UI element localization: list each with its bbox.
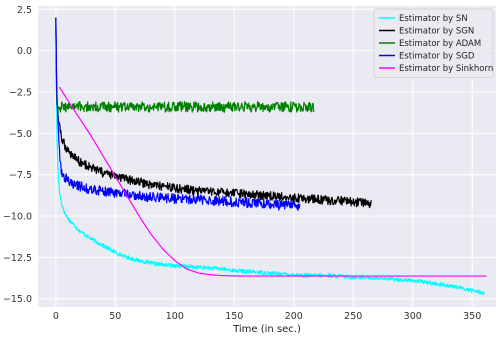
legend: Estimator by SN Estimator by SGN Estimator… [373,8,494,78]
legend-box [373,8,494,78]
x-tick-label: 250 [344,311,362,322]
series-line-estimator-by-sn [55,17,485,296]
legend-entry: Estimator by SGN [399,27,474,37]
x-tick-label: 300 [404,311,422,322]
legend-entry: Estimator by Sinkhorn [399,64,493,74]
legend-entry: Estimator by SN [399,14,468,24]
tick-labels: 0 50 100 150 200 250 300 350 2.5 0.0 −2.5 −5.0 −7.5 −… [3,5,481,322]
series-line-estimator-by-sgd [55,17,301,211]
legend-entry: Estimator by ADAM [399,39,481,49]
y-tick-label: −12.5 [3,253,32,264]
series-line-estimator-by-sgn [55,17,372,209]
x-axis-label: Time (in sec.) [232,324,301,335]
x-tick-label: 150 [225,311,243,322]
legend-entry: Estimator by SGD [399,52,475,62]
y-tick-label: −10.0 [3,212,32,223]
y-tick-label: −15.0 [3,294,32,305]
series-line-estimator-by-adam [55,25,315,113]
y-tick-label: 2.5 [17,5,32,16]
x-tick-label: 350 [463,311,481,322]
x-tick-label: 100 [166,311,184,322]
y-tick-label: −2.5 [9,88,32,99]
x-tick-label: 200 [285,311,303,322]
y-tick-label: −7.5 [9,170,32,181]
x-tick-label: 50 [109,311,121,322]
series-lines [55,17,487,296]
x-tick-label: 0 [53,311,59,322]
y-tick-label: −5.0 [9,129,32,140]
series-line-estimator-by-sinkhorn [58,86,487,277]
y-tick-label: 0.0 [17,46,32,57]
